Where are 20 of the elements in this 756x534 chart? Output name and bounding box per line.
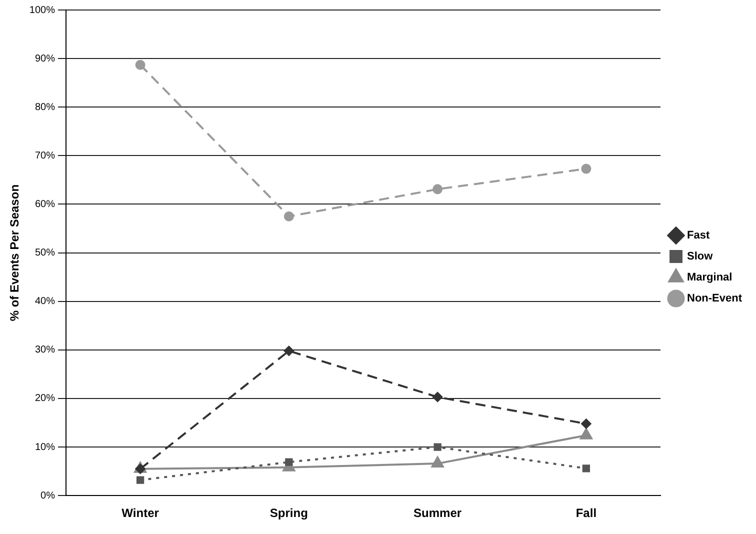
y-tick-label: 20% <box>34 393 56 404</box>
y-tick-label: 10% <box>34 442 56 453</box>
x-tick-label: Fall <box>576 506 597 520</box>
y-tick-label: 0% <box>40 490 56 502</box>
y-tick-label: 30% <box>34 344 56 356</box>
legend-label: Fast <box>687 230 710 242</box>
x-tick-label: Summer <box>414 506 462 520</box>
y-tick-label: 90% <box>34 53 56 64</box>
y-tick-label: 50% <box>34 248 56 259</box>
y-tick-label: 80% <box>34 102 56 113</box>
legend-label: Non-Event <box>687 292 742 305</box>
x-tick-label: Spring <box>270 506 308 520</box>
x-tick-label: Winter <box>122 506 160 520</box>
legend-label: Slow <box>687 250 714 263</box>
y-tick-label: 40% <box>34 296 56 308</box>
y-axis-title: % of Events Per Season <box>8 184 22 322</box>
legend-label: Marginal <box>687 272 732 284</box>
y-tick-label: 70% <box>34 150 56 162</box>
y-tick-label: 100% <box>29 4 56 16</box>
y-tick-label: 60% <box>34 198 56 210</box>
